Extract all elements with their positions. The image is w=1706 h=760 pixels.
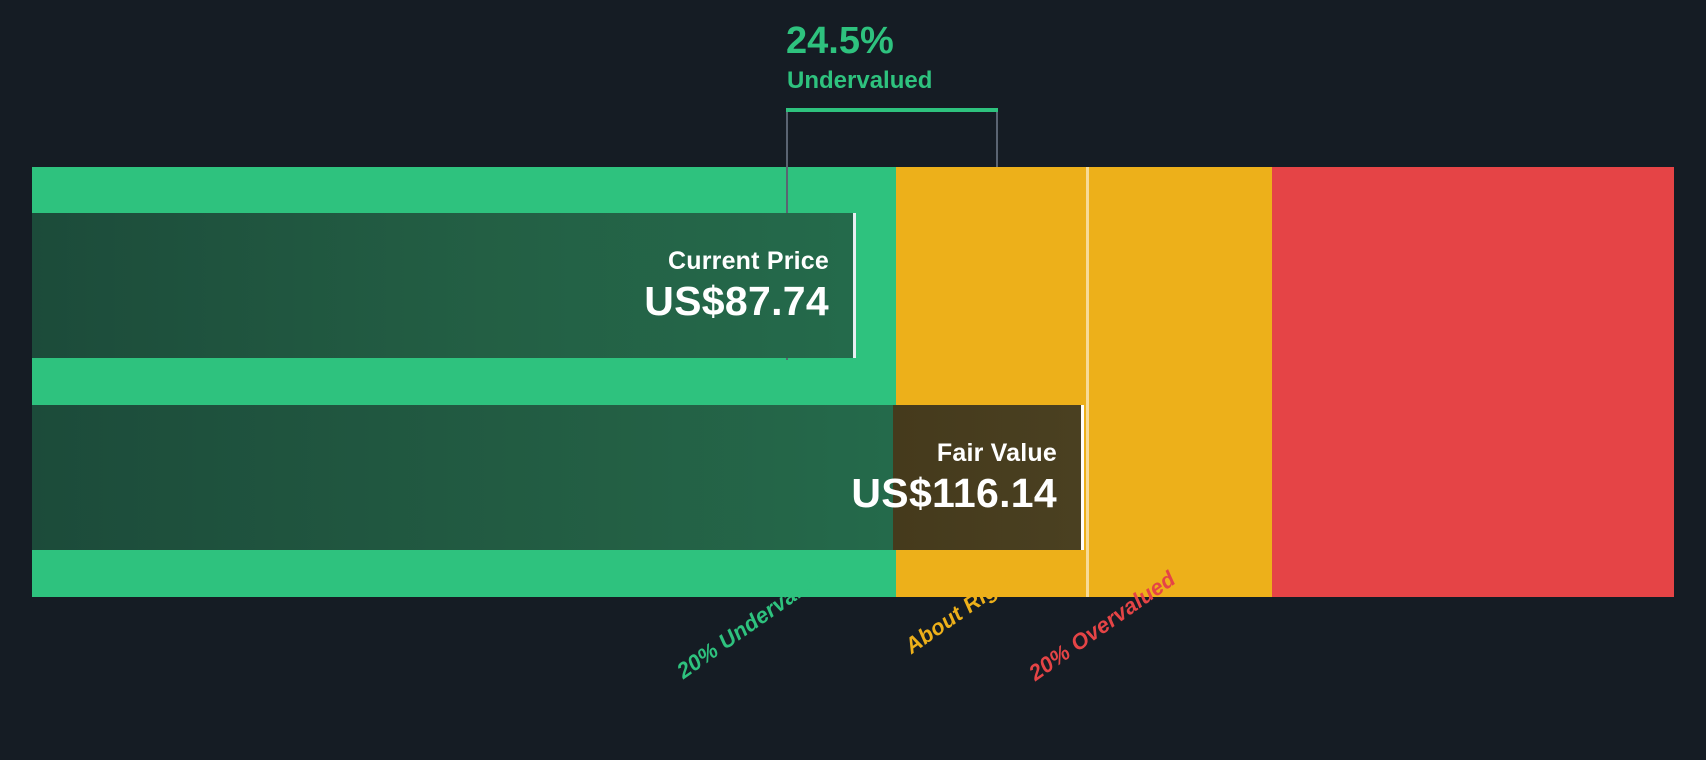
current-price-label: Current Price: [668, 247, 829, 276]
fair-value-bar[interactable]: Fair Value US$116.14: [32, 405, 1084, 550]
fair-value-label: Fair Value: [936, 439, 1057, 468]
fair-value-value: US$116.14: [851, 469, 1057, 516]
discount-verdict-label: Undervalued: [787, 67, 933, 94]
about-right-center-divider: [1086, 167, 1089, 597]
callout-bracket-top-rule: [786, 108, 998, 112]
callout-bracket-right-stem: [996, 110, 998, 167]
zone-overvalued: [1272, 167, 1674, 597]
current-price-bar[interactable]: Current Price US$87.74: [32, 213, 856, 358]
discount-percent-label: 24.5%: [786, 20, 894, 62]
current-price-value: US$87.74: [644, 277, 829, 324]
